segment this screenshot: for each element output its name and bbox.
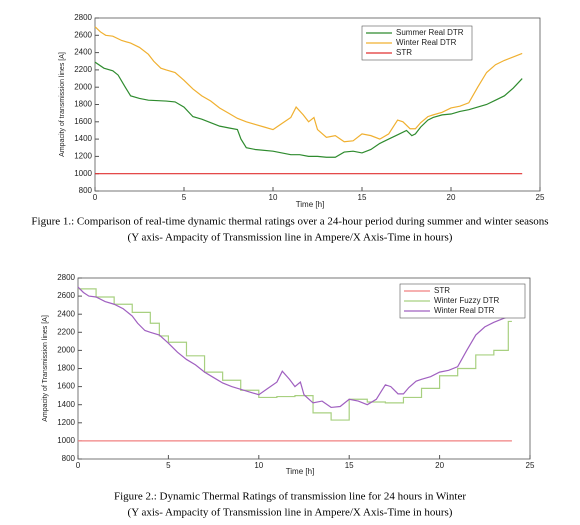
y-tick-label: 2600: [74, 30, 92, 39]
caption: Figure 1.: Comparison of real-time dynam…: [31, 216, 548, 228]
series-line: [77, 286, 513, 409]
y-tick-label: 2600: [57, 291, 75, 300]
y-axis-label: Ampacity of transmission lines [A]: [59, 52, 66, 157]
x-tick-label: 10: [254, 461, 263, 470]
x-tick-label: 0: [93, 193, 98, 202]
caption: Figure 2.: Dynamic Thermal Ratings of tr…: [114, 491, 466, 503]
y-tick-label: 2000: [57, 346, 75, 355]
caption-note: (Y axis- Ampacity of Transmission line i…: [128, 232, 453, 244]
series-line: [94, 26, 523, 143]
y-tick-label: 2400: [74, 48, 92, 57]
legend-label: Winter Real DTR: [396, 38, 457, 47]
legend-label: STR: [434, 286, 450, 295]
y-tick-label: 2200: [74, 65, 92, 74]
y-tick-label: 1200: [74, 152, 92, 161]
caption-note: (Y axis- Ampacity of Transmission line i…: [128, 507, 453, 519]
x-tick-label: 25: [526, 461, 535, 470]
y-tick-label: 1200: [57, 418, 75, 427]
y-tick-label: 1400: [57, 400, 75, 409]
x-tick-label: 15: [345, 461, 354, 470]
y-tick-label: 2400: [57, 309, 75, 318]
y-tick-label: 1000: [57, 436, 75, 445]
x-tick-label: 10: [269, 193, 278, 202]
x-tick-label: 20: [447, 193, 456, 202]
y-tick-label: 1400: [74, 134, 92, 143]
x-tick-label: 20: [435, 461, 444, 470]
legend-label: Winter Fuzzy DTR: [434, 296, 500, 305]
series-line: [94, 61, 523, 158]
x-tick-label: 5: [166, 461, 171, 470]
y-tick-label: 2800: [57, 273, 75, 282]
y-tick-label: 2800: [74, 13, 92, 22]
x-tick-label: 5: [182, 193, 187, 202]
x-axis-label: Time [h]: [286, 467, 315, 476]
x-tick-label: 0: [76, 461, 81, 470]
y-tick-label: 1800: [57, 364, 75, 373]
y-tick-label: 1600: [57, 382, 75, 391]
series-line: [78, 288, 512, 421]
x-tick-label: 15: [358, 193, 367, 202]
legend-label: STR: [396, 48, 412, 57]
y-tick-label: 2200: [57, 327, 75, 336]
x-axis-label: Time [h]: [296, 200, 325, 209]
y-tick-label: 1600: [74, 117, 92, 126]
x-tick-label: 25: [536, 193, 545, 202]
y-tick-label: 1800: [74, 100, 92, 109]
y-tick-label: 1000: [74, 169, 92, 178]
y-tick-label: 800: [79, 186, 93, 195]
legend-label: Summer Real DTR: [396, 28, 464, 37]
legend-label: Winter Real DTR: [434, 306, 495, 315]
y-tick-label: 2000: [74, 82, 92, 91]
y-axis-label: Ampacity of Transmission lines [A]: [42, 315, 49, 422]
y-tick-label: 800: [62, 454, 76, 463]
plot-frame: [94, 17, 541, 192]
